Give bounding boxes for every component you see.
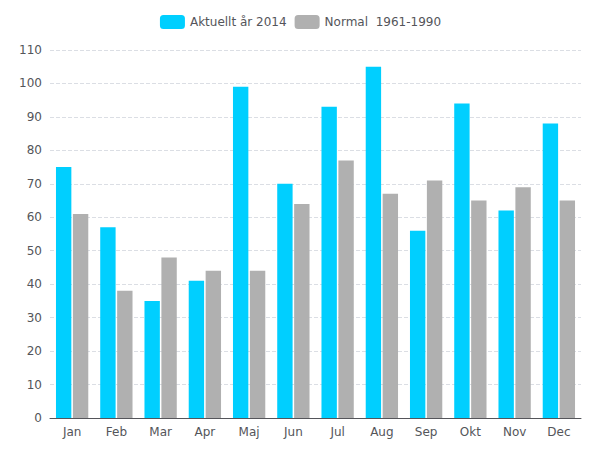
svg-text:Dec: Dec [547, 425, 570, 439]
svg-text:50: 50 [27, 244, 42, 258]
svg-text:110: 110 [19, 43, 42, 57]
svg-text:60: 60 [27, 210, 42, 224]
svg-text:Maj: Maj [239, 425, 260, 439]
svg-text:70: 70 [27, 177, 42, 191]
svg-text:Aug: Aug [370, 425, 393, 439]
svg-text:Jan: Jan [62, 425, 82, 439]
svg-text:Jul: Jul [329, 425, 344, 439]
svg-text:Jun: Jun [283, 425, 303, 439]
svg-text:30: 30 [27, 311, 42, 325]
svg-text:Mar: Mar [149, 425, 172, 439]
svg-text:80: 80 [27, 143, 42, 157]
svg-text:Okt: Okt [460, 425, 481, 439]
svg-text:Feb: Feb [106, 425, 127, 439]
svg-text:90: 90 [27, 110, 42, 124]
svg-text:100: 100 [19, 76, 42, 90]
svg-text:20: 20 [27, 344, 42, 358]
svg-text:Normal 1961-1990: Normal 1961-1990 [325, 15, 441, 29]
svg-text:Sep: Sep [415, 425, 438, 439]
svg-text:Apr: Apr [194, 425, 215, 439]
svg-text:40: 40 [27, 277, 42, 291]
svg-text:10: 10 [27, 378, 42, 392]
svg-text:0: 0 [34, 411, 42, 425]
svg-text:Nov: Nov [503, 425, 526, 439]
svg-text:Aktuellt år 2014: Aktuellt år 2014 [190, 15, 287, 29]
